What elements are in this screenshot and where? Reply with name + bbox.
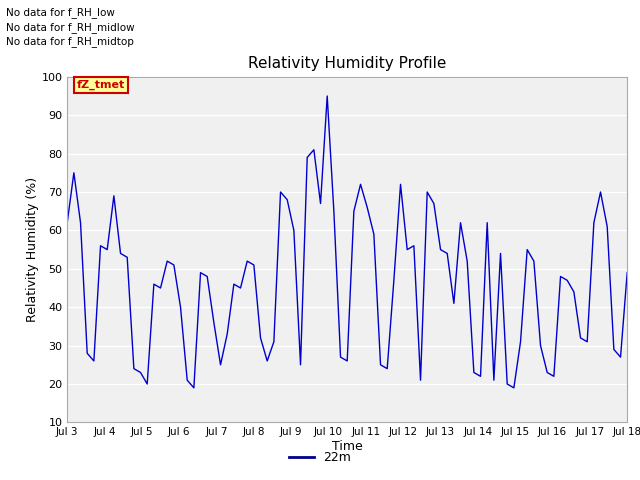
Text: No data for f_RH_midlow: No data for f_RH_midlow: [6, 22, 135, 33]
X-axis label: Time: Time: [332, 440, 363, 453]
Y-axis label: Relativity Humidity (%): Relativity Humidity (%): [26, 177, 38, 322]
Text: No data for f_RH_midtop: No data for f_RH_midtop: [6, 36, 134, 47]
Title: Relativity Humidity Profile: Relativity Humidity Profile: [248, 57, 446, 72]
Text: No data for f_RH_low: No data for f_RH_low: [6, 7, 115, 18]
Text: fZ_tmet: fZ_tmet: [77, 80, 125, 90]
Legend: 22m: 22m: [284, 446, 356, 469]
